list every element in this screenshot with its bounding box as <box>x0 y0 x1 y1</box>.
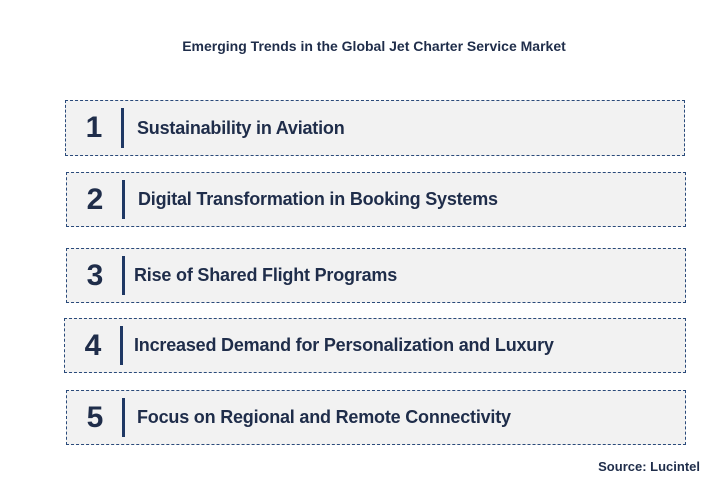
trend-divider <box>122 180 125 219</box>
trend-label: Digital Transformation in Booking System… <box>138 189 498 209</box>
trend-number: 1 <box>85 111 103 144</box>
trend-divider <box>120 326 123 365</box>
trend-divider <box>121 108 124 148</box>
source-note: Source: Lucintel <box>598 459 700 474</box>
trend-label: Sustainability in Aviation <box>137 117 345 138</box>
trend-item-1: 1 Sustainability in Aviation <box>65 100 685 156</box>
diagram-title: Emerging Trends in the Global Jet Charte… <box>182 38 566 54</box>
trend-label: Increased Demand for Personalization and… <box>134 335 554 355</box>
trend-number: 4 <box>84 328 102 362</box>
trend-number: 3 <box>86 258 104 292</box>
trend-number: 2 <box>86 182 104 216</box>
trend-divider <box>122 256 125 295</box>
trend-item-5: 5 Focus on Regional and Remote Connectiv… <box>66 390 686 445</box>
trend-item-3: 3 Rise of Shared Flight Programs <box>66 248 686 303</box>
trend-number: 5 <box>86 400 104 434</box>
trend-item-4: 4 Increased Demand for Personalization a… <box>64 318 686 373</box>
trend-item-2: 2 Digital Transformation in Booking Syst… <box>66 172 686 227</box>
trend-divider <box>122 398 125 437</box>
trend-label: Focus on Regional and Remote Connectivit… <box>137 407 511 427</box>
trend-label: Rise of Shared Flight Programs <box>134 265 398 285</box>
